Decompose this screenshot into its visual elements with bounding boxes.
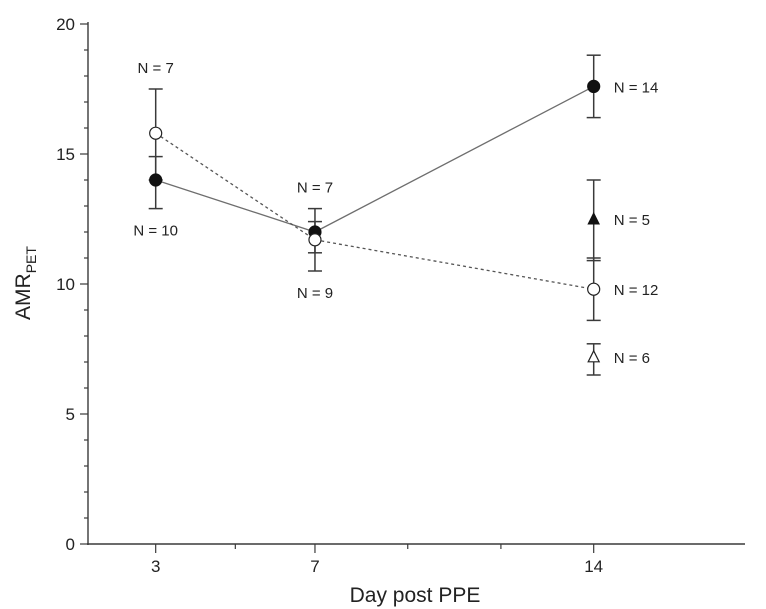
data-point [587, 349, 601, 363]
y-axis-title-subscript: PET [23, 246, 39, 274]
y-tick-label: 10 [56, 275, 75, 294]
data-label: N = 14 [614, 79, 659, 96]
data-point [149, 126, 163, 140]
series-line-solid [155, 85, 594, 233]
y-axis-title-main: AMR [12, 273, 35, 320]
axes: 0 5 10 15 20 3 7 14 [56, 15, 745, 576]
data-label: N = 12 [614, 282, 659, 299]
data-label: N = 7 [297, 180, 333, 197]
data-point [308, 233, 322, 247]
data-point [587, 211, 600, 225]
error-bars [148, 54, 601, 376]
y-tick-label: 20 [56, 15, 75, 34]
series-lines [155, 85, 594, 290]
data-label: N = 10 [133, 223, 178, 240]
data-label: N = 5 [614, 212, 650, 229]
y-axis-title: AMRPET [12, 246, 39, 320]
data-label: N = 6 [614, 350, 650, 367]
n-labels: N = 10 N = 7 N = 14 N = 7 N = 9 N = 12 N = 5 N … [133, 60, 658, 367]
data-point [587, 282, 601, 296]
y-tick-label: 5 [66, 405, 75, 424]
data-point [587, 79, 601, 94]
y-tick-label: 15 [56, 145, 75, 164]
data-label: N = 9 [297, 285, 333, 302]
data-point [149, 173, 163, 187]
x-tick-label: 3 [151, 557, 160, 576]
series-line-dotted [155, 132, 594, 290]
x-tick-label: 7 [310, 557, 319, 576]
y-tick-label: 0 [66, 535, 75, 554]
x-axis-title: Day post PPE [350, 584, 481, 607]
data-markers [149, 79, 601, 363]
x-tick-label: 14 [584, 557, 603, 576]
data-label: N = 7 [138, 60, 174, 77]
